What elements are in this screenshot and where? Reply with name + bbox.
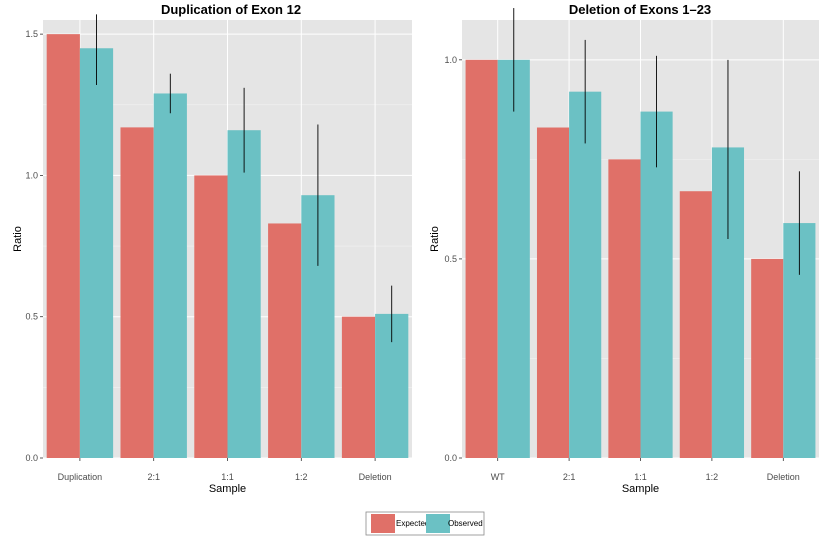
bar-expected: [194, 175, 228, 458]
legend-label-observed: Observed: [448, 519, 483, 528]
bar-expected: [536, 127, 570, 458]
bar-expected: [46, 34, 80, 459]
legend: Expected Observed: [365, 511, 485, 536]
bar-observed: [569, 91, 602, 458]
x-tick-label: Deletion: [767, 472, 800, 482]
x-tick-label: 2:1: [563, 472, 576, 482]
chart-title: Deletion of Exons 1–23: [569, 2, 711, 17]
y-tick-label: 0.0: [25, 453, 38, 463]
y-tick-label: 0.5: [444, 254, 457, 264]
x-tick-label: 1:2: [295, 472, 308, 482]
bar-expected: [608, 159, 641, 458]
legend-swatch-observed: [426, 514, 450, 533]
bar-expected: [751, 258, 784, 458]
x-tick-label: 1:1: [221, 472, 234, 482]
legend-swatch-expected: [371, 514, 395, 533]
y-tick-label: 0.0: [444, 453, 457, 463]
y-tick-label: 1.5: [25, 29, 38, 39]
bar-expected: [679, 191, 712, 458]
bar-expected: [268, 223, 302, 458]
bar-observed: [497, 59, 530, 459]
x-axis-title: Sample: [622, 483, 659, 495]
bar-observed: [227, 130, 261, 458]
y-tick-label: 0.5: [25, 312, 38, 322]
x-tick-label: WT: [491, 472, 505, 482]
bar-expected: [341, 316, 376, 458]
chart-panel-2: 0.0 0.5 1.0 WT 2:1 1:1 1:2 Deletion Deletion of …: [429, 2, 819, 495]
bar-observed: [153, 93, 187, 458]
legend-label-expected: Expected: [396, 519, 429, 528]
bar-observed: [79, 48, 114, 459]
x-tick-label: 1:2: [706, 472, 719, 482]
y-axis-title: Ratio: [12, 226, 24, 252]
x-tick-label: Deletion: [359, 472, 392, 482]
y-axis-title: Ratio: [429, 226, 441, 252]
chart-panel-1: 0.0 0.5 1.0 1.5 Duplication 2:1 1:1 1:2 Deletion…: [12, 2, 412, 495]
x-tick-label: Duplication: [58, 472, 103, 482]
chart-title: Duplication of Exon 12: [161, 2, 301, 17]
y-tick-label: 1.0: [444, 55, 457, 65]
y-tick-label: 1.0: [25, 170, 38, 180]
x-axis-title: Sample: [209, 483, 246, 495]
bar-expected: [120, 127, 154, 458]
bar-observed: [640, 111, 673, 458]
x-tick-label: 1:1: [634, 472, 647, 482]
legend-box: [365, 511, 485, 536]
bar-expected: [465, 59, 498, 459]
x-tick-label: 2:1: [147, 472, 160, 482]
